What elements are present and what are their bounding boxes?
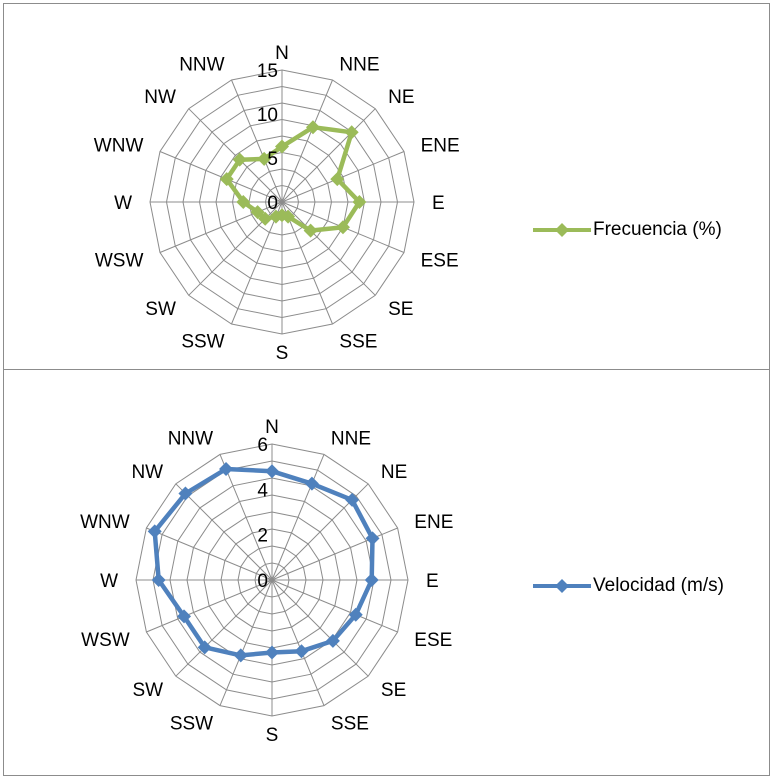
grid-spoke bbox=[281, 79, 333, 203]
data-point-ssw bbox=[233, 648, 248, 663]
data-point-n bbox=[265, 464, 279, 479]
grid-spoke bbox=[219, 579, 273, 706]
category-label-wnw: WNW bbox=[80, 512, 130, 533]
grid-spoke bbox=[159, 151, 283, 203]
legend-velocidad: Velocidad (m/s) bbox=[531, 575, 724, 597]
data-point-ene bbox=[365, 531, 380, 546]
data-point-se bbox=[303, 223, 318, 238]
data-point-ese bbox=[335, 220, 350, 235]
data-point-nnw bbox=[219, 462, 234, 477]
radial-tick-label: 2 bbox=[257, 526, 268, 547]
data-point-ese bbox=[348, 607, 363, 622]
grid-spoke bbox=[175, 579, 273, 677]
category-label-se: SE bbox=[381, 680, 406, 701]
grid-spoke bbox=[231, 201, 283, 325]
data-point-ne bbox=[344, 125, 359, 140]
legend-marker-velocidad bbox=[533, 579, 591, 593]
category-label-nw: NW bbox=[144, 87, 176, 108]
data-point-ene bbox=[330, 172, 345, 187]
grid-spoke bbox=[271, 579, 369, 677]
radial-tick-label: 10 bbox=[257, 105, 278, 126]
grid-spoke bbox=[271, 579, 325, 706]
category-label-ssw: SSW bbox=[181, 332, 224, 353]
data-point-wnw bbox=[219, 172, 234, 187]
category-label-s: S bbox=[266, 725, 279, 746]
radial-tick-label: 0 bbox=[257, 571, 268, 592]
category-label-n: N bbox=[275, 43, 289, 64]
grid-spoke bbox=[175, 483, 273, 581]
category-label-nw: NW bbox=[131, 462, 163, 483]
chart-panel-frecuencia: N NNE NE ENE E ESE SE SSE S SSW SW WSW W WNW NW NNW 0 5 10… bbox=[3, 3, 770, 370]
category-label-wnw: WNW bbox=[94, 136, 144, 157]
radial-tick-label: 0 bbox=[267, 193, 278, 214]
grid-spoke bbox=[188, 108, 283, 203]
category-label-s: S bbox=[276, 343, 289, 364]
radial-tick-label: 15 bbox=[257, 61, 278, 82]
legend-label-frecuencia: Frecuencia (%) bbox=[593, 219, 722, 240]
grid-spoke bbox=[281, 201, 333, 325]
data-point-ne bbox=[345, 492, 360, 507]
grid-spoke bbox=[281, 201, 376, 296]
category-label-sse: SSE bbox=[339, 332, 377, 353]
category-label-sse: SSE bbox=[331, 713, 369, 734]
legend-label-velocidad: Velocidad (m/s) bbox=[593, 575, 724, 596]
data-point-nne bbox=[304, 476, 319, 491]
data-point-wnw bbox=[147, 524, 162, 539]
data-point-nw bbox=[232, 152, 247, 167]
legend-marker-frecuencia bbox=[533, 223, 591, 237]
data-point-wsw bbox=[177, 609, 192, 624]
category-label-nne: NNE bbox=[331, 429, 371, 450]
data-point-nnw bbox=[257, 151, 272, 166]
category-label-nne: NNE bbox=[339, 54, 379, 75]
data-point-sw bbox=[258, 211, 273, 226]
data-point-ssw bbox=[268, 209, 283, 224]
data-point-se bbox=[325, 633, 340, 648]
category-label-wsw: WSW bbox=[95, 250, 144, 271]
category-label-w: W bbox=[114, 193, 132, 214]
category-label-e: E bbox=[426, 571, 439, 592]
category-label-e: E bbox=[432, 193, 445, 214]
category-label-ne: NE bbox=[381, 462, 407, 483]
data-point-s bbox=[265, 645, 279, 660]
data-point-e bbox=[352, 195, 367, 209]
radial-tick-label: 6 bbox=[257, 435, 268, 456]
data-point-e bbox=[364, 573, 379, 587]
category-label-ene: ENE bbox=[414, 512, 453, 533]
category-label-w: W bbox=[100, 571, 118, 592]
category-label-se: SE bbox=[388, 299, 413, 320]
data-point-w bbox=[236, 195, 251, 209]
data-point-n bbox=[275, 139, 289, 154]
category-label-n: N bbox=[265, 417, 279, 438]
grid-spoke bbox=[231, 79, 283, 203]
category-label-wsw: WSW bbox=[81, 630, 130, 651]
category-label-nnw: NNW bbox=[179, 54, 224, 75]
category-label-nnw: NNW bbox=[168, 429, 213, 450]
grid-spoke bbox=[271, 454, 325, 581]
grid-spoke bbox=[281, 108, 376, 203]
data-point-w bbox=[151, 573, 166, 587]
category-label-ese: ESE bbox=[421, 250, 459, 271]
data-point-sw bbox=[197, 640, 212, 655]
category-label-ne: NE bbox=[388, 87, 414, 108]
category-label-sw: SW bbox=[145, 299, 176, 320]
grid-spoke bbox=[271, 579, 398, 633]
chart-panel-velocidad: N NNE NE ENE E ESE SE SSE S SSW SW WSW W WNW NW NNW 0 2 4 6… bbox=[3, 369, 770, 776]
grid-spoke bbox=[219, 454, 273, 581]
category-label-ssw: SSW bbox=[170, 713, 213, 734]
legend-frecuencia: Frecuencia (%) bbox=[531, 219, 722, 241]
category-label-ese: ESE bbox=[414, 630, 452, 651]
grid-spoke bbox=[281, 151, 405, 203]
category-label-ene: ENE bbox=[421, 136, 460, 157]
category-label-sw: SW bbox=[132, 680, 163, 701]
data-point-nne bbox=[305, 120, 320, 135]
radial-tick-label: 4 bbox=[257, 480, 268, 501]
grid-spoke bbox=[146, 527, 273, 581]
data-point-sse bbox=[294, 644, 309, 659]
radial-tick-label: 5 bbox=[267, 149, 278, 170]
data-point-wsw bbox=[250, 205, 265, 220]
data-point-nw bbox=[178, 486, 193, 501]
grid-spoke bbox=[146, 579, 273, 633]
